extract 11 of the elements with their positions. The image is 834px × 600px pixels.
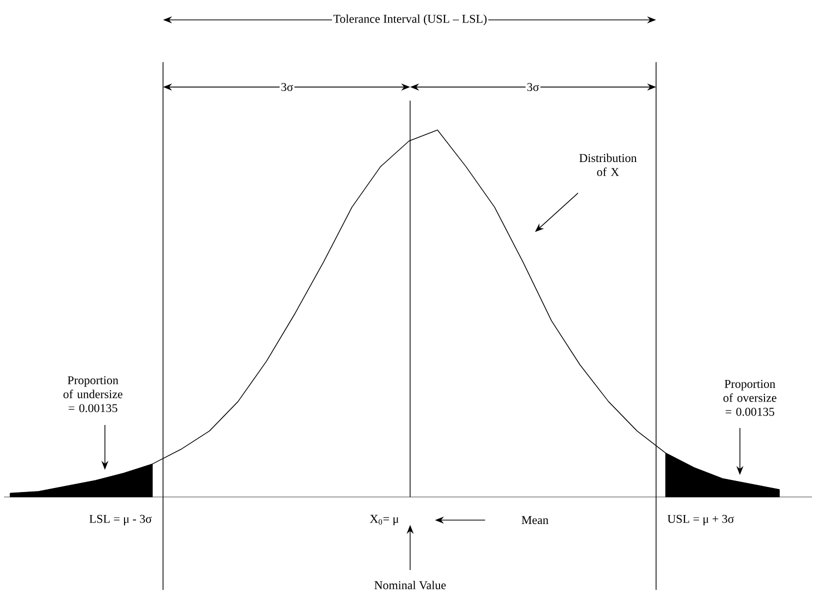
text: LSL = μ - 3σ — [89, 514, 152, 526]
text: 3σ — [527, 83, 540, 92]
text: Tolerance Interval (USL – LSL) — [333, 14, 487, 26]
annotation: Distribution of X — [579, 154, 637, 176]
text: X$_{0}$= μ — [370, 514, 398, 526]
annotation: Proportion of undersize = 0.00135 — [64, 376, 122, 412]
text: Mean — [522, 516, 548, 524]
annotation: Proportion of oversize = 0.00135 — [723, 380, 776, 416]
text: USL = μ + 3σ — [668, 514, 734, 526]
text: Nominal Value — [374, 580, 446, 590]
text: 3σ — [281, 83, 294, 92]
